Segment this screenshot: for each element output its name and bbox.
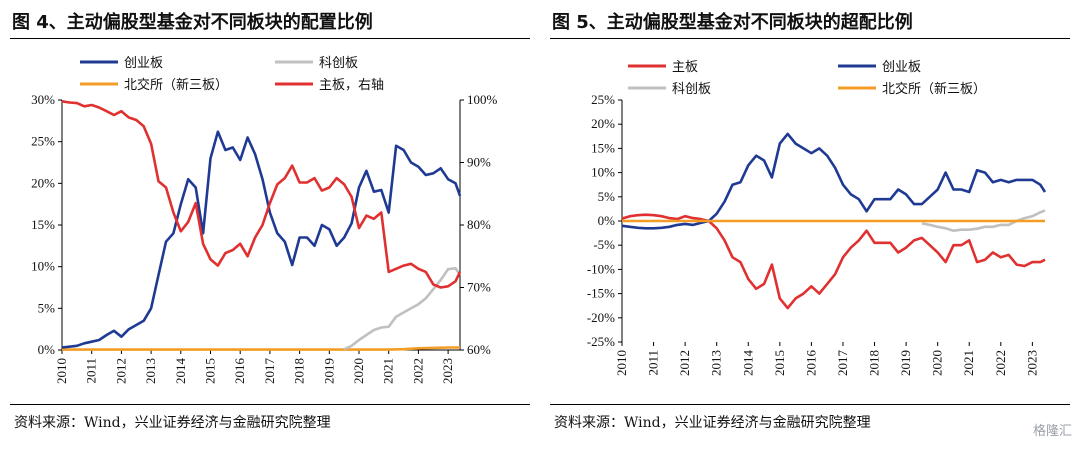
y-tick-label-left: 5% [38,300,56,315]
series-line-1 [343,267,462,351]
x-tick-label: 2017 [835,350,850,377]
y-tick-label: -5% [593,237,615,252]
x-tick-label: 2018 [292,358,307,384]
figure-5-title: 图 5、主动偏股型基金对不同板块的超配比例 [552,12,913,33]
x-tick-label: 2013 [709,350,724,376]
x-tick-label: 2012 [677,350,692,376]
figure-4-title: 图 4、主动偏股型基金对不同板块的配置比例 [12,12,373,33]
x-tick-label: 2014 [740,350,755,377]
figure-5-source: 资料来源：Wind，兴业证券经济与金融研究院整理 [554,415,871,431]
bottom-rule [10,404,530,405]
x-tick-label: 2011 [646,350,661,376]
y-tick-label-left: 25% [31,134,55,149]
x-tick-label: 2012 [113,358,128,384]
figure-4-chart: 0% 5% 10% 15% 20% 25% 30% 60% 70% 80% 90% 100% 2010 2… [31,55,498,385]
x-tick-label: 2021 [961,350,976,376]
y-tick-label: 15% [591,140,615,155]
y-tick-label: 0% [598,213,616,228]
legend-label: 创业板 [124,55,163,70]
series-line-2 [921,209,1046,232]
y-tick-label-right: 60% [467,342,491,357]
y-tick-label-left: 15% [31,217,55,232]
x-tick-label: 2017 [262,358,277,385]
x-tick-label: 2019 [898,350,913,376]
x-tick-label: 2021 [381,358,396,384]
x-tick-label: 2018 [867,350,882,376]
series-line-2 [62,346,460,351]
y-tick-label: -25% [587,334,615,349]
x-tick-label: 2016 [803,350,818,377]
y-tick-label-left: 0% [38,342,56,357]
y-tick-label-right: 90% [467,155,491,170]
x-tick-label: 2022 [993,350,1008,376]
y-tick-label: -10% [587,261,615,276]
x-tick-label: 2020 [351,358,366,384]
bottom-rule [550,404,1070,405]
watermark-logo: 格隆汇 [1032,424,1072,439]
y-tick-label: 25% [591,92,615,107]
legend-label: 科创板 [672,81,711,96]
series-line-0 [621,213,1046,310]
y-tick-label-right: 100% [467,92,498,107]
y-tick-label-left: 30% [31,92,55,107]
legend-label: 北交所（新三板） [124,77,228,92]
x-tick-label: 2019 [321,358,336,384]
figure-4-source: 资料来源：Wind，兴业证券经济与金融研究院整理 [14,415,331,431]
top-rule [10,38,530,39]
figure-5-chart: -25% -20% -15% -10% -5% 0% 5% 10% 15% 20% 25% 2010 2… [587,59,1047,377]
x-tick-label: 2015 [772,350,787,376]
x-tick-label: 2023 [440,358,455,384]
y-tick-label: -15% [587,286,615,301]
x-tick-label: 2013 [143,358,158,384]
x-tick-label: 2016 [232,358,247,385]
y-tick-label-left: 20% [31,175,55,190]
legend-label: 主板，右轴 [319,77,384,92]
y-tick-label-right: 80% [467,217,491,232]
legend-label: 科创板 [319,55,358,70]
series-line-1 [621,132,1047,230]
y-tick-label: 20% [591,116,615,131]
y-tick-label: -20% [587,310,615,325]
legend-label: 创业板 [882,59,921,74]
legend-label: 北交所（新三板） [882,81,986,96]
x-tick-label: 2020 [930,350,945,376]
x-tick-label: 2010 [54,358,69,384]
x-tick-label: 2011 [84,358,99,384]
y-tick-label: 5% [598,189,616,204]
x-tick-label: 2010 [614,350,629,376]
x-tick-label: 2015 [203,358,218,384]
x-tick-label: 2014 [173,358,188,385]
x-tick-label: 2023 [1024,350,1039,376]
top-rule [550,38,1070,39]
y-tick-label: 10% [591,165,615,180]
figure-4-panel: 图 4、主动偏股型基金对不同板块的配置比例 0% 5% 10% 15% 20% 25% 30… [10,12,530,431]
y-tick-label-right: 70% [467,280,491,295]
series-line-3 [61,100,462,289]
series-line-0 [61,130,462,349]
legend-label: 主板 [672,59,698,74]
x-tick-label: 2022 [410,358,425,384]
figure-5-panel: 图 5、主动偏股型基金对不同板块的超配比例 -25% -20% -15% -10% -5… [540,0,1080,450]
y-tick-label-left: 10% [31,259,55,274]
